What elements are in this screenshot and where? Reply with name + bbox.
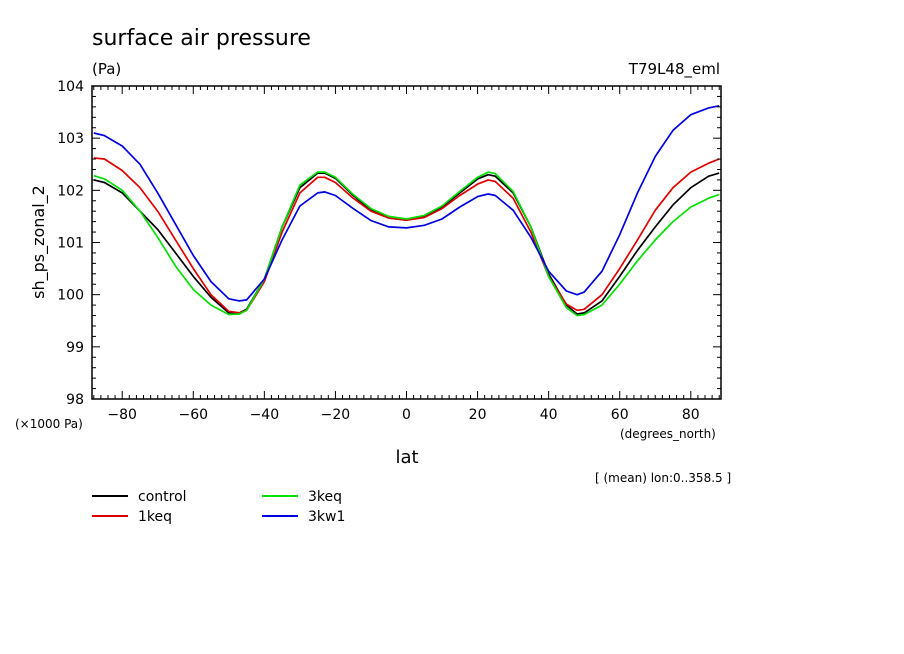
x-units-label: (degrees_north) <box>620 427 716 441</box>
x-tick-label: 0 <box>402 407 411 423</box>
legend-label-control: control <box>138 489 187 505</box>
y-tick-label: 103 <box>57 131 84 147</box>
x-tick-label: −60 <box>179 407 209 423</box>
y-tick-label: 98 <box>66 392 84 408</box>
y-scale-note: (×1000 Pa) <box>15 417 83 431</box>
y-tick-label: 99 <box>66 340 84 356</box>
units-label: (Pa) <box>92 60 121 78</box>
series-line-3keq <box>93 171 720 317</box>
x-tick-label: 20 <box>469 407 487 423</box>
x-tick-label: −20 <box>321 407 351 423</box>
legend-label-3keq: 3keq <box>308 489 342 505</box>
series-line-1keq <box>93 157 720 314</box>
x-tick-label: 60 <box>611 407 629 423</box>
axis-ticks: −80 −60 −40 −20 0 20 40 60 80 98 99 100 101 102 103 104 <box>57 79 721 423</box>
chart-title: surface air pressure <box>92 26 311 51</box>
y-axis-label: sh_ps_zonal_2 <box>29 185 49 299</box>
mean-note: [ (mean) lon:0..358.5 ] <box>595 471 731 485</box>
y-tick-label: 101 <box>57 236 84 252</box>
plot-lines <box>93 104 720 317</box>
y-tick-label: 102 <box>57 183 84 199</box>
series-line-3kw1 <box>93 104 720 302</box>
series-line-control <box>93 172 720 315</box>
experiment-label: T79L48_eml <box>628 60 720 79</box>
legend: control 1keq 3keq 3kw1 <box>92 489 345 525</box>
x-axis-label: lat <box>395 447 418 468</box>
legend-label-3kw1: 3kw1 <box>308 509 345 525</box>
x-tick-label: −40 <box>250 407 280 423</box>
x-tick-label: 40 <box>540 407 558 423</box>
x-tick-label: −80 <box>107 407 137 423</box>
y-tick-label: 104 <box>57 79 84 95</box>
legend-label-1keq: 1keq <box>138 509 172 525</box>
y-tick-label: 100 <box>57 288 84 304</box>
x-tick-label: 80 <box>682 407 700 423</box>
